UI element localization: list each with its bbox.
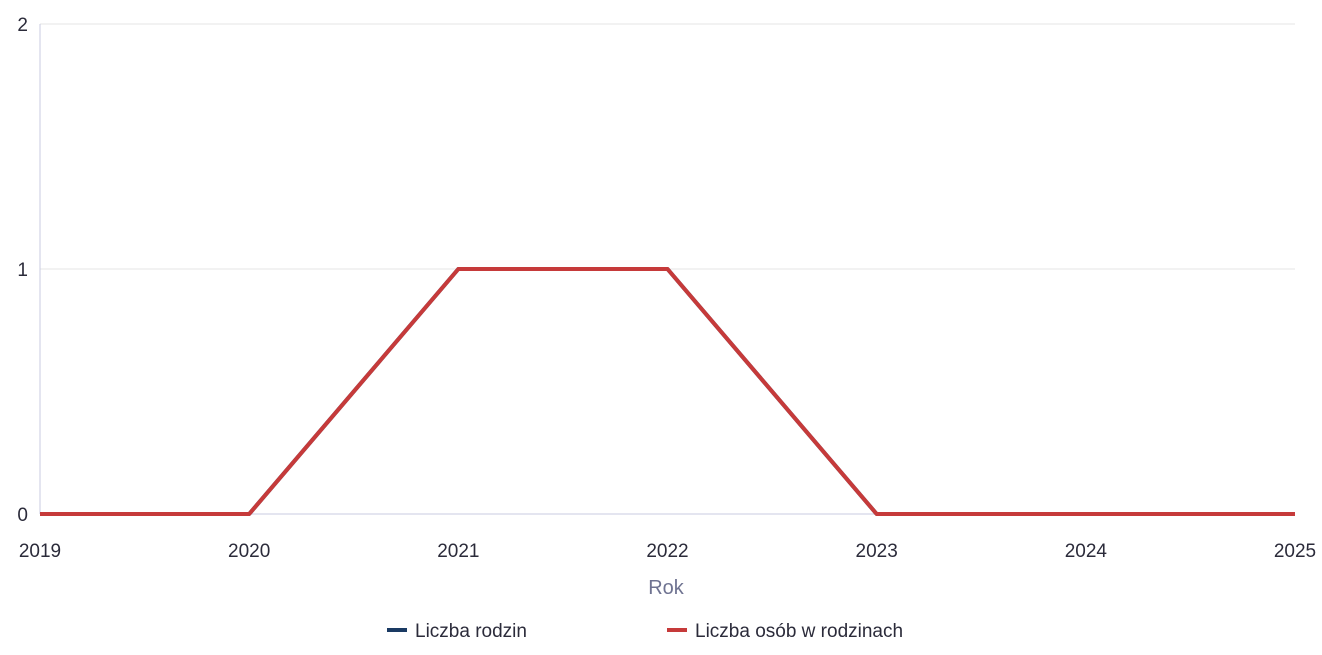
x-tick-labels: 2019 2020 2021 2022 2023 2024 2025 xyxy=(19,541,1316,562)
x-tick-label: 2021 xyxy=(437,541,479,562)
x-axis-title: Rok xyxy=(648,577,685,599)
y-tick-labels: 0 1 2 xyxy=(17,15,28,526)
legend-item-0[interactable]: Liczba rodzin xyxy=(387,621,527,642)
legend-item-1[interactable]: Liczba osób w rodzinach xyxy=(667,621,903,642)
series-line-1 xyxy=(40,267,1295,516)
x-tick-label: 2025 xyxy=(1274,541,1316,562)
series-line-0 xyxy=(40,267,1295,516)
y-tick-label: 1 xyxy=(17,260,28,281)
grid-lines xyxy=(40,23,1295,270)
legend-label: Liczba rodzin xyxy=(415,621,527,642)
y-tick-label: 0 xyxy=(17,505,28,526)
x-tick-label: 2023 xyxy=(856,541,898,562)
legend-label: Liczba osób w rodzinach xyxy=(695,621,903,642)
y-tick-label: 2 xyxy=(17,15,28,36)
x-tick-label: 2022 xyxy=(646,541,688,562)
series-lines xyxy=(40,267,1295,516)
x-tick-label: 2024 xyxy=(1065,541,1108,562)
x-tick-label: 2020 xyxy=(228,541,270,562)
x-tick-label: 2019 xyxy=(19,541,61,562)
legend: Liczba rodzin Liczba osób w rodzinach xyxy=(387,621,903,642)
